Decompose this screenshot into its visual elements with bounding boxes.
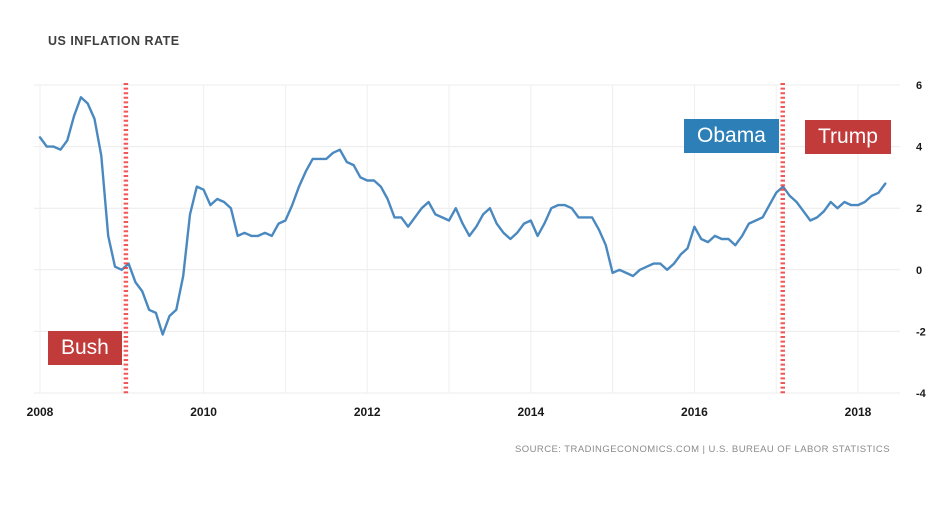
x-tick-label: 2018 xyxy=(845,405,872,419)
trump-annotation: Trump xyxy=(805,120,891,155)
y-tick-label: -2 xyxy=(916,326,926,338)
inflation-line xyxy=(38,96,887,336)
source-attribution: SOURCE: TRADINGECONOMICS.COM | U.S. BURE… xyxy=(514,444,890,455)
x-tick-label: 2008 xyxy=(27,405,54,419)
x-tick-label: 2010 xyxy=(190,405,217,419)
y-tick-label: 6 xyxy=(916,80,922,92)
y-tick-label: 2 xyxy=(916,203,922,215)
x-tick-label: 2014 xyxy=(517,405,544,419)
chart-title: US INFLATION RATE xyxy=(48,34,180,48)
x-tick-label: 2012 xyxy=(354,405,381,419)
y-tick-label: -4 xyxy=(916,388,927,400)
y-tick-label: 4 xyxy=(916,142,923,154)
obama-annotation: Obama xyxy=(684,119,779,154)
x-tick-label: 2016 xyxy=(681,405,708,419)
bush-annotation: Bush xyxy=(48,331,122,366)
y-tick-label: 0 xyxy=(916,265,922,277)
